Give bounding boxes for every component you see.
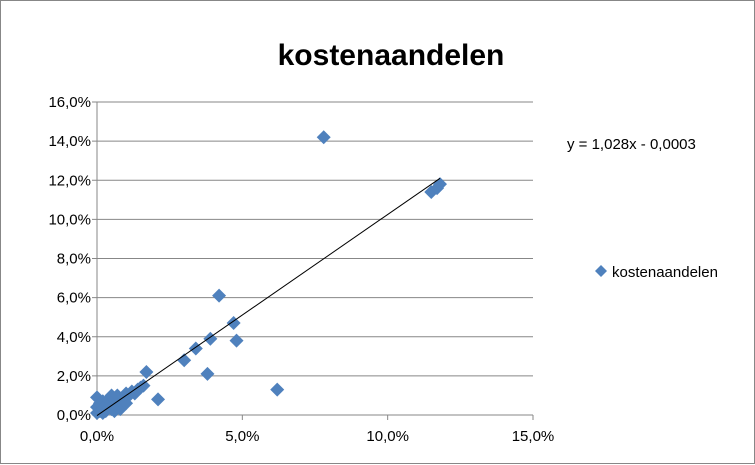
y-tick-label: 14,0%: [48, 133, 91, 150]
data-point: [316, 130, 331, 145]
x-tick-label: 10,0%: [366, 428, 409, 445]
trendline: [96, 177, 441, 416]
y-tick-label: 4,0%: [57, 329, 91, 346]
y-tick-label: 0,0%: [57, 407, 91, 424]
legend: kostenaandelen: [595, 264, 718, 281]
data-point: [212, 288, 227, 303]
y-tick-label: 6,0%: [57, 290, 91, 307]
data-points: [90, 130, 447, 421]
y-tick-label: 8,0%: [57, 251, 91, 268]
gridlines: [97, 101, 533, 377]
axes: 0,0% 2,0% 4,0% 6,0% 8,0% 10,0% 12,0% 14,0% 16,0%…: [48, 94, 554, 445]
legend-marker-icon: [595, 265, 607, 277]
data-point: [270, 382, 285, 397]
y-tick-label: 2,0%: [57, 368, 91, 385]
y-tick-label: 12,0%: [48, 172, 91, 189]
data-point: [136, 378, 151, 393]
data-point: [177, 353, 192, 368]
data-point: [139, 364, 154, 379]
x-tick-label: 0,0%: [80, 428, 114, 445]
data-point: [151, 392, 166, 407]
trendline-layer: [96, 177, 441, 416]
trendline-equation: y = 1,028x - 0,0003: [567, 136, 696, 153]
x-tick-label: 5,0%: [225, 428, 259, 445]
legend-label: kostenaandelen: [612, 264, 718, 281]
y-tick-label: 10,0%: [48, 211, 91, 228]
chart-title: kostenaandelen: [278, 39, 505, 72]
data-point: [229, 333, 244, 348]
y-tick-label: 16,0%: [48, 94, 91, 111]
data-point: [226, 316, 241, 331]
x-tick-label: 15,0%: [512, 428, 555, 445]
data-point: [200, 366, 215, 381]
